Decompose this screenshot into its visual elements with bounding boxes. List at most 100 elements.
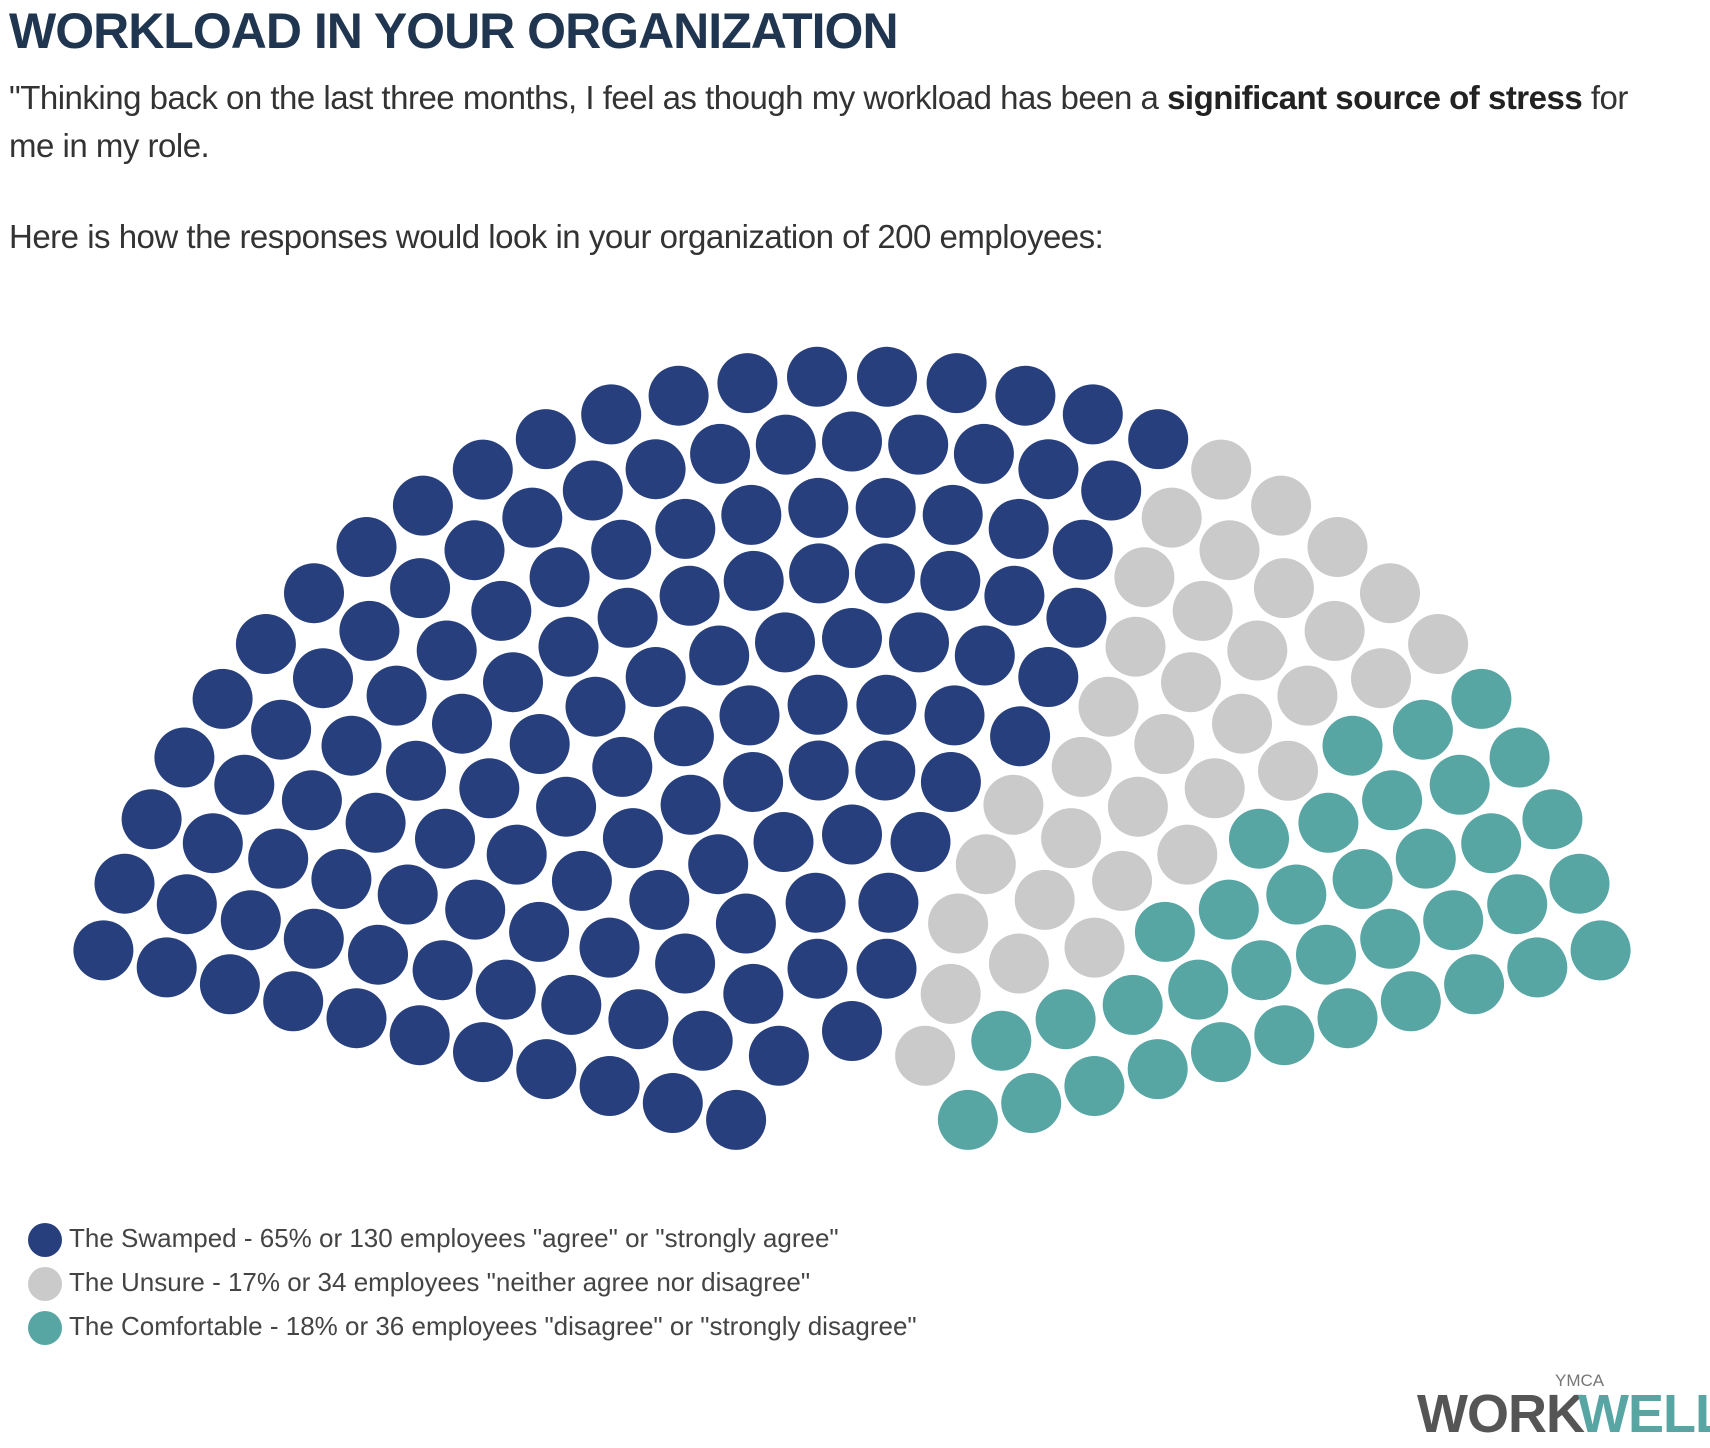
seat	[655, 498, 716, 559]
seat	[284, 563, 344, 624]
seat	[953, 423, 1014, 484]
seat	[706, 1089, 767, 1150]
seat	[336, 517, 397, 577]
seat	[995, 365, 1056, 426]
seat	[920, 752, 981, 812]
seat	[509, 901, 570, 962]
seat	[235, 614, 296, 674]
seat	[1127, 1039, 1188, 1100]
seat	[1018, 439, 1079, 500]
seat	[94, 853, 155, 914]
title: WORKLOAD IN YOUR ORGANIZATION	[9, 3, 899, 59]
seat	[822, 411, 882, 472]
seat	[538, 616, 599, 677]
seat	[822, 804, 882, 865]
seat	[1041, 808, 1102, 869]
seat	[855, 740, 916, 801]
legend-swatch	[28, 1311, 62, 1345]
intro-text: "Thinking back on the last three months,…	[9, 79, 1168, 116]
seat	[1360, 908, 1421, 969]
seat	[1035, 989, 1096, 1050]
seat	[1229, 808, 1289, 869]
seat	[345, 792, 406, 853]
seat	[955, 834, 1016, 895]
logo-left: WORK	[1417, 1384, 1585, 1444]
seat	[1134, 714, 1195, 774]
seat	[1114, 547, 1175, 608]
seat	[787, 674, 848, 735]
seat	[311, 849, 372, 909]
seat	[415, 808, 475, 869]
seat	[377, 864, 438, 925]
note: Here is how the responses would look in …	[9, 218, 1104, 255]
seat	[1461, 813, 1522, 874]
seat	[515, 409, 576, 470]
seat	[1191, 439, 1252, 500]
seat	[1254, 1005, 1315, 1066]
seat	[1062, 384, 1123, 445]
seat	[1332, 849, 1393, 909]
seat	[648, 365, 709, 426]
seat	[1317, 988, 1378, 1049]
seat	[788, 477, 849, 538]
seat	[855, 477, 916, 538]
seat	[251, 699, 312, 760]
seat	[1064, 1056, 1125, 1116]
intro: "Thinking back on the last three months,…	[9, 74, 1659, 170]
seat	[984, 565, 1045, 626]
seat	[856, 674, 917, 735]
seat	[1199, 520, 1260, 581]
legend-label: The Comfortable - 18% or 36 employees "d…	[69, 1311, 917, 1341]
seat	[452, 439, 513, 500]
seat	[483, 652, 543, 713]
seat	[432, 693, 492, 754]
seat	[983, 774, 1044, 835]
seat	[723, 550, 784, 611]
seat	[895, 1025, 956, 1086]
seat	[529, 547, 590, 608]
seat	[1392, 699, 1453, 760]
seat	[551, 850, 612, 911]
seat	[220, 890, 281, 951]
seat	[854, 543, 915, 604]
seat	[1172, 580, 1233, 641]
seat	[1168, 959, 1229, 1020]
seat	[121, 789, 182, 850]
seat	[642, 1073, 703, 1133]
seat	[579, 1056, 640, 1116]
seat	[263, 971, 324, 1032]
legend-swatch	[28, 1267, 62, 1301]
seat	[199, 954, 260, 1015]
seat	[1351, 648, 1411, 709]
seat	[689, 625, 750, 686]
seat	[1304, 600, 1365, 661]
seat	[690, 423, 751, 484]
seat	[73, 920, 134, 981]
seat	[192, 668, 253, 729]
seat	[1298, 792, 1359, 853]
seat	[822, 608, 882, 668]
seat	[486, 824, 547, 885]
seat	[293, 648, 353, 709]
seat	[475, 959, 536, 1020]
seat	[562, 460, 623, 521]
seat	[659, 565, 720, 626]
seat	[366, 665, 427, 726]
seat	[1429, 754, 1490, 815]
seat	[1307, 517, 1368, 577]
seat	[688, 834, 749, 895]
seat	[755, 612, 815, 673]
legend-label: The Swamped - 65% or 130 employees "agre…	[69, 1223, 839, 1253]
seat	[723, 963, 784, 1024]
seat	[339, 600, 400, 661]
seat	[719, 685, 780, 746]
seat	[471, 580, 532, 641]
seat	[672, 1010, 733, 1071]
seat	[516, 1039, 577, 1100]
seat	[416, 620, 477, 681]
seat	[597, 587, 658, 648]
seat	[1507, 937, 1568, 998]
seat	[326, 988, 387, 1049]
logo-right: WELL	[1578, 1384, 1710, 1444]
